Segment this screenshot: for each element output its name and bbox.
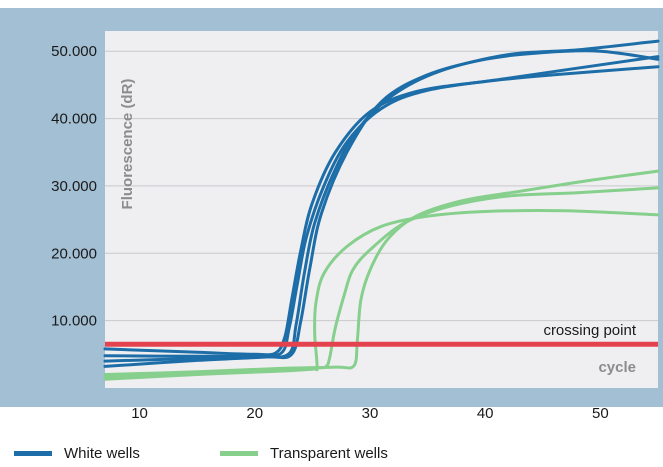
threshold-label: crossing point [543,322,636,339]
legend-label-transparent-wells: Transparent wells [270,444,388,462]
x-tick-label: 30 [362,405,379,422]
legend-item-white-wells: White wells [14,441,140,465]
transparent-wells-curve [103,209,660,381]
y-tick-label: 10.000 [51,313,97,330]
white-wells-curve [103,49,660,368]
y-tick-label: 40.000 [51,111,97,128]
x-tick-label: 20 [246,405,263,422]
series-curves [103,39,660,381]
legend: White wells Transparent wells [14,441,654,465]
x-tick-label: 50 [592,405,609,422]
y-tick-label: 50.000 [51,43,97,60]
legend-swatch-transparent-wells [220,450,258,456]
legend-label-white-wells: White wells [64,444,140,462]
y-tick-labels: 10.000 20.000 30.000 40.000 50.000 [51,43,97,329]
x-axis-annotation: cycle [598,359,636,376]
y-axis-label: Fluorescence (dR) [119,79,136,210]
transparent-wells-curve [103,169,660,376]
x-tick-label: 10 [131,405,148,422]
y-tick-label: 20.000 [51,245,97,262]
x-tick-label: 40 [477,405,494,422]
x-tick-labels: 10 20 30 40 50 [131,405,609,422]
legend-swatch-white-wells [14,450,52,456]
legend-item-transparent-wells: Transparent wells [220,441,388,465]
y-tick-label: 30.000 [51,178,97,195]
